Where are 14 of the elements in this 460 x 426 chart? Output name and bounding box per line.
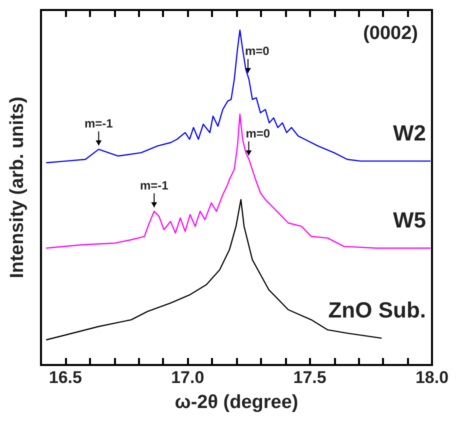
x-tick-label: 18.0: [415, 368, 449, 387]
series-label: W5: [393, 208, 426, 233]
annotation: m=-1: [140, 178, 169, 192]
x-tick-label: 17.0: [171, 368, 204, 387]
series-label: W2: [393, 120, 426, 146]
annotation: m=0: [244, 44, 270, 58]
series-label: ZnO Sub.: [328, 298, 426, 323]
annotation: m=0: [246, 126, 270, 140]
x-axis-title: ω-2θ (degree): [174, 392, 298, 413]
y-axis-title: Intensity (arb. units): [7, 96, 28, 278]
x-tick-label: 16.5: [48, 368, 82, 387]
x-tick-label: 17.5: [293, 368, 326, 387]
annotation: m=-1: [84, 116, 114, 130]
annotation: (0002): [363, 23, 418, 44]
